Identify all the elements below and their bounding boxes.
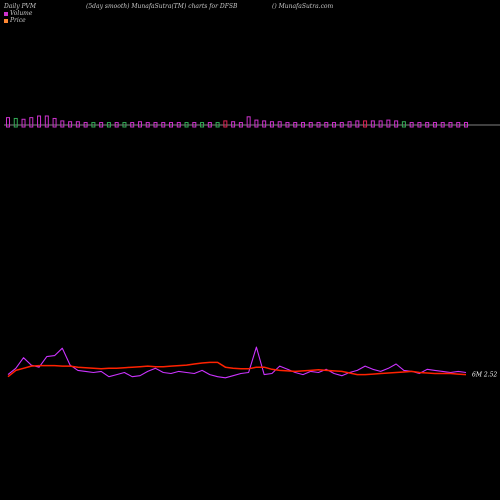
volume-bar	[52, 117, 57, 128]
volume-bar	[21, 118, 26, 128]
volume-bar	[324, 122, 329, 128]
volume-bar	[13, 117, 18, 128]
legend-price-label: Price	[10, 17, 26, 24]
volume-bar	[137, 121, 142, 128]
site-credit: () MunafaSutra.com	[272, 3, 334, 10]
volume-bar	[114, 122, 119, 128]
volume-bar	[29, 117, 34, 128]
volume-bar	[153, 122, 158, 128]
volume-bar	[238, 122, 243, 128]
volume-bar	[409, 122, 414, 128]
volume-bar	[386, 119, 391, 128]
volume-bar	[464, 122, 468, 128]
volume-bar	[355, 120, 360, 128]
volume-bar	[37, 115, 42, 128]
volume-bar	[262, 120, 267, 128]
volume-bar	[215, 122, 220, 128]
volume-bar	[254, 119, 259, 128]
volume-bar	[456, 122, 461, 128]
legend-price: Price	[4, 17, 26, 24]
volume-bar	[130, 122, 135, 128]
volume-bar	[246, 116, 251, 128]
volume-bar	[68, 121, 73, 128]
pvm-series-line	[7, 346, 467, 379]
volume-bar	[378, 120, 383, 128]
volume-bar	[394, 120, 399, 128]
volume-bar	[308, 122, 313, 128]
volume-bar	[332, 122, 337, 128]
volume-bar	[6, 117, 10, 128]
volume-bar	[200, 122, 205, 128]
volume-bar	[207, 122, 212, 128]
volume-bar	[363, 120, 368, 128]
volume-bar	[432, 122, 437, 128]
volume-bar	[145, 122, 150, 128]
price-series-line	[7, 361, 467, 378]
volume-bar	[83, 122, 88, 128]
chart-type-label: Daily PVM	[4, 3, 37, 10]
legend-price-swatch	[4, 18, 8, 23]
legend-volume-swatch	[4, 11, 8, 16]
volume-bar	[347, 121, 352, 128]
volume-bar	[91, 122, 96, 128]
volume-bar	[184, 122, 189, 128]
volume-bar	[339, 122, 344, 128]
volume-bar	[231, 121, 236, 128]
volume-bar	[223, 120, 228, 128]
volume-bar	[122, 122, 127, 128]
volume-bar	[277, 121, 282, 128]
chart-title: (5day smooth) MunafaSutra(TM) charts for…	[86, 3, 238, 10]
end-value-label: 6M 2.52	[472, 372, 497, 379]
volume-bar	[370, 120, 375, 128]
volume-bar	[75, 121, 80, 128]
volume-bar	[448, 122, 453, 128]
legend-volume: Volume	[4, 10, 32, 17]
volume-bar	[316, 122, 321, 128]
volume-bar	[401, 121, 406, 128]
volume-bar	[269, 121, 274, 128]
volume-bar	[192, 122, 197, 128]
volume-bar	[425, 122, 430, 128]
volume-bar	[417, 122, 422, 128]
volume-bar	[440, 122, 445, 128]
volume-bar	[161, 122, 166, 128]
volume-bar	[106, 122, 111, 128]
legend-volume-label: Volume	[10, 10, 33, 17]
volume-bar	[169, 122, 174, 128]
volume-bar	[60, 120, 65, 128]
volume-bar	[99, 122, 104, 128]
volume-bar	[176, 122, 181, 128]
volume-bar	[293, 122, 298, 128]
volume-bar	[300, 122, 305, 128]
volume-bar	[285, 122, 290, 128]
volume-bar	[44, 115, 49, 128]
